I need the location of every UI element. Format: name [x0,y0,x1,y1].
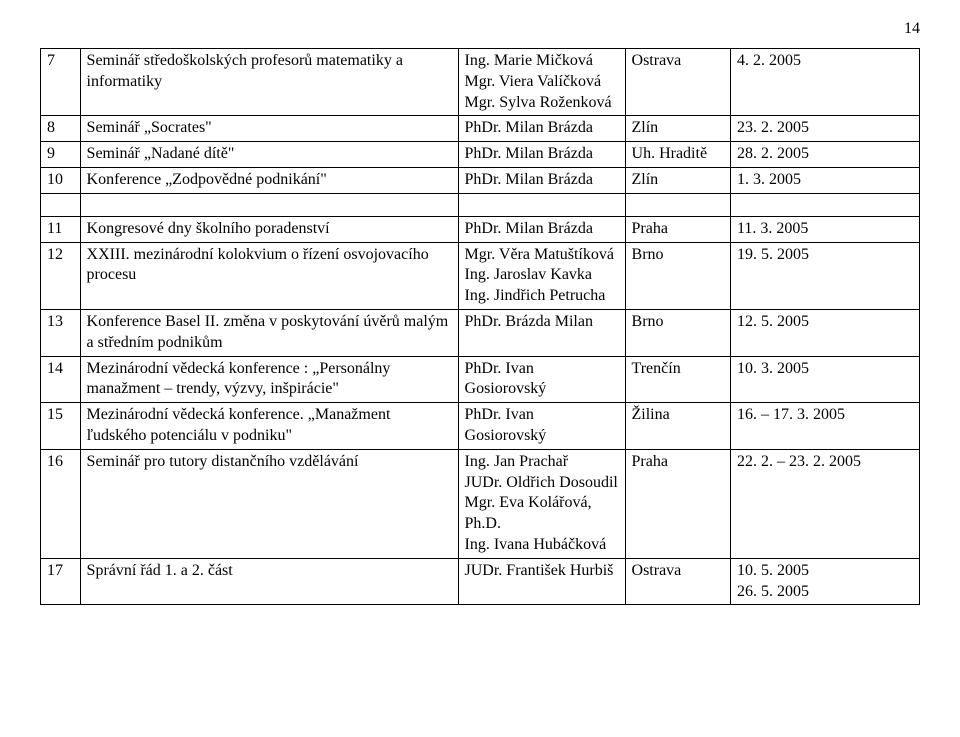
row-title: XXIII. mezinárodní kolokvium o řízení os… [80,242,458,309]
row-number: 7 [41,49,81,116]
row-date: 19. 5. 2005 [730,242,919,309]
row-date: 10. 3. 2005 [730,356,919,403]
row-title: Mezinárodní vědecká konference. „Manažme… [80,403,458,450]
row-person: PhDr. Brázda Milan [458,309,625,356]
row-date: 23. 2. 2005 [730,116,919,142]
row-place: Zlín [625,116,730,142]
table-row: 11Kongresové dny školního poradenstvíPhD… [41,216,920,242]
table-row: 15Mezinárodní vědecká konference. „Manaž… [41,403,920,450]
spacer-cell [458,193,625,216]
row-person: Ing. Jan Prachař JUDr. Oldřich Dosoudil … [458,449,625,558]
row-number: 9 [41,142,81,168]
table-row: 13Konference Basel II. změna v poskytová… [41,309,920,356]
spacer-cell [730,193,919,216]
row-number: 12 [41,242,81,309]
row-date: 1. 3. 2005 [730,167,919,193]
row-title: Seminář „Nadané dítě" [80,142,458,168]
row-date: 22. 2. – 23. 2. 2005 [730,449,919,558]
row-number: 13 [41,309,81,356]
row-title: Konference „Zodpovědné podnikání" [80,167,458,193]
table-row: 14Mezinárodní vědecká konference : „Pers… [41,356,920,403]
spacer-cell [80,193,458,216]
row-number: 17 [41,558,81,605]
row-place: Zlín [625,167,730,193]
row-person: PhDr. Ivan Gosiorovský [458,356,625,403]
row-title: Konference Basel II. změna v poskytování… [80,309,458,356]
row-person: Mgr. Věra Matuštíková Ing. Jaroslav Kavk… [458,242,625,309]
row-date: 10. 5. 2005 26. 5. 2005 [730,558,919,605]
row-date: 16. – 17. 3. 2005 [730,403,919,450]
row-place: Praha [625,216,730,242]
table-row: 9Seminář „Nadané dítě"PhDr. Milan Brázda… [41,142,920,168]
row-person: PhDr. Milan Brázda [458,216,625,242]
row-place: Trenčín [625,356,730,403]
row-number: 10 [41,167,81,193]
row-place: Žilina [625,403,730,450]
row-place: Brno [625,242,730,309]
row-title: Kongresové dny školního poradenství [80,216,458,242]
row-date: 28. 2. 2005 [730,142,919,168]
row-person: PhDr. Milan Brázda [458,167,625,193]
row-title: Mezinárodní vědecká konference : „Person… [80,356,458,403]
table-row: 7Seminář středoškolských profesorů matem… [41,49,920,116]
table-row: 10Konference „Zodpovědné podnikání"PhDr.… [41,167,920,193]
row-date: 4. 2. 2005 [730,49,919,116]
row-title: Seminář „Socrates" [80,116,458,142]
row-number: 14 [41,356,81,403]
row-place: Uh. Hraditě [625,142,730,168]
table-row: 16Seminář pro tutory distančního vzděláv… [41,449,920,558]
row-place: Ostrava [625,558,730,605]
row-person: PhDr. Ivan Gosiorovský [458,403,625,450]
row-number: 16 [41,449,81,558]
table-spacer-row [41,193,920,216]
table-row: 8Seminář „Socrates"PhDr. Milan BrázdaZlí… [41,116,920,142]
row-title: Správní řád 1. a 2. část [80,558,458,605]
row-number: 15 [41,403,81,450]
row-person: PhDr. Milan Brázda [458,142,625,168]
table-row: 17Správní řád 1. a 2. částJUDr. Františe… [41,558,920,605]
row-date: 11. 3. 2005 [730,216,919,242]
row-place: Ostrava [625,49,730,116]
row-number: 11 [41,216,81,242]
spacer-cell [41,193,81,216]
row-title: Seminář středoškolských profesorů matema… [80,49,458,116]
page-number: 14 [40,20,920,38]
table-row: 12XXIII. mezinárodní kolokvium o řízení … [41,242,920,309]
row-title: Seminář pro tutory distančního vzděláván… [80,449,458,558]
seminar-table: 7Seminář středoškolských profesorů matem… [40,48,920,605]
row-person: Ing. Marie Mičková Mgr. Viera Valíčková … [458,49,625,116]
row-place: Praha [625,449,730,558]
row-person: JUDr. František Hurbiš [458,558,625,605]
spacer-cell [625,193,730,216]
row-date: 12. 5. 2005 [730,309,919,356]
row-place: Brno [625,309,730,356]
row-person: PhDr. Milan Brázda [458,116,625,142]
row-number: 8 [41,116,81,142]
